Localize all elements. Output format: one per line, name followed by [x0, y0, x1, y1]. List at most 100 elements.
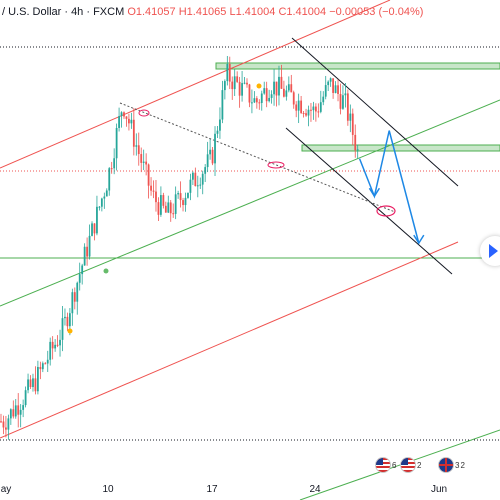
uk-flag-icon [438, 457, 454, 473]
candle-body [223, 81, 226, 91]
candle-body [17, 405, 20, 415]
candle-body [164, 205, 167, 213]
event-count: 2 [417, 460, 422, 470]
candle-body [324, 85, 327, 97]
candle-body [115, 127, 118, 159]
candle-body [91, 223, 93, 236]
projection-arrowhead [368, 187, 381, 198]
candle-body [196, 185, 199, 187]
x-tick-label: ay [0, 484, 12, 495]
candle-body [189, 179, 192, 193]
candle-body [278, 76, 280, 96]
candle-body [110, 168, 113, 170]
candle-body [354, 134, 357, 151]
x-tick-label: 17 [206, 484, 218, 495]
candle-body [174, 194, 177, 214]
candle-body [253, 98, 256, 103]
change-value: −0.00053 (−0.04%) [329, 6, 424, 18]
candle-body [221, 90, 224, 120]
candle-body [307, 109, 310, 116]
candle-body [103, 196, 106, 199]
pivot-marker [376, 205, 396, 217]
candle-body [71, 292, 74, 314]
candle-body [312, 106, 315, 111]
candle-body [66, 316, 69, 327]
open-value: O1.41057 [127, 6, 176, 18]
candle-body [81, 265, 84, 275]
candle-body [96, 206, 98, 234]
candle-body [7, 418, 10, 430]
green-channel-upper [0, 99, 500, 307]
candle-body [2, 421, 5, 428]
candle-body [83, 246, 86, 266]
candle-body [295, 104, 298, 111]
black-channel-lower [285, 127, 453, 275]
candle-body [76, 282, 79, 302]
candle-body [137, 145, 140, 155]
candle-body [88, 235, 91, 257]
candle-body [273, 81, 275, 95]
candle-body [169, 202, 172, 214]
candle-body [54, 344, 57, 349]
candle-body [241, 83, 243, 96]
candle-body [145, 161, 148, 165]
scroll-to-realtime-button[interactable] [480, 236, 500, 266]
candle-body [300, 100, 303, 113]
candle-body [199, 184, 202, 186]
candle-body [108, 168, 111, 191]
candle-body [332, 78, 334, 93]
event-count: 6 [392, 460, 397, 470]
candle-body [305, 113, 307, 116]
candle-body [255, 98, 258, 103]
candle-body [29, 379, 32, 388]
projection-path [358, 130, 425, 245]
candle-body [342, 95, 344, 109]
arrow-right-icon [489, 244, 498, 258]
candle-body [270, 94, 273, 98]
candle-body [68, 313, 71, 327]
candle-body [219, 119, 221, 131]
candle-body [184, 197, 187, 206]
projection-line [358, 130, 420, 244]
close-value: C1.41004 [278, 6, 327, 18]
candle-body [228, 63, 231, 82]
candle-body [258, 102, 261, 104]
event-marker-uk[interactable]: 3 2 [438, 457, 465, 473]
candle-body [275, 81, 278, 96]
x-tick-label: 10 [102, 484, 114, 495]
event-marker-us[interactable]: 2 [400, 457, 421, 473]
candle-body [172, 213, 175, 215]
candle-body [251, 102, 253, 104]
event-marker-us[interactable]: 6 [375, 457, 396, 473]
candle-body [287, 84, 290, 91]
candle-body [140, 154, 143, 163]
x-tick-label: Jun [430, 484, 448, 495]
candle-body [206, 154, 209, 168]
candle-body [177, 193, 180, 195]
candle-body [356, 149, 359, 151]
candle-body [14, 405, 17, 417]
signal-dot [67, 328, 73, 334]
candle-body [44, 363, 47, 365]
candle-body [73, 292, 76, 302]
candle-body [24, 390, 27, 406]
candle-body [125, 116, 128, 119]
candle-body [98, 206, 101, 208]
candle-body [263, 88, 266, 94]
signal-dot [256, 83, 262, 89]
candle-body [37, 366, 39, 392]
candle-body [157, 202, 160, 215]
candle-body [105, 190, 108, 197]
candle-body [167, 202, 170, 213]
candle-body [56, 344, 59, 346]
black-channel-upper [291, 37, 459, 187]
candle-body [187, 192, 189, 198]
candle-body [329, 78, 332, 82]
candle-body [132, 119, 135, 147]
projection-arrowhead [413, 234, 425, 245]
candle-body [314, 106, 317, 112]
candle-body [49, 341, 52, 360]
candle-body [327, 81, 330, 86]
candle-body [32, 378, 34, 388]
